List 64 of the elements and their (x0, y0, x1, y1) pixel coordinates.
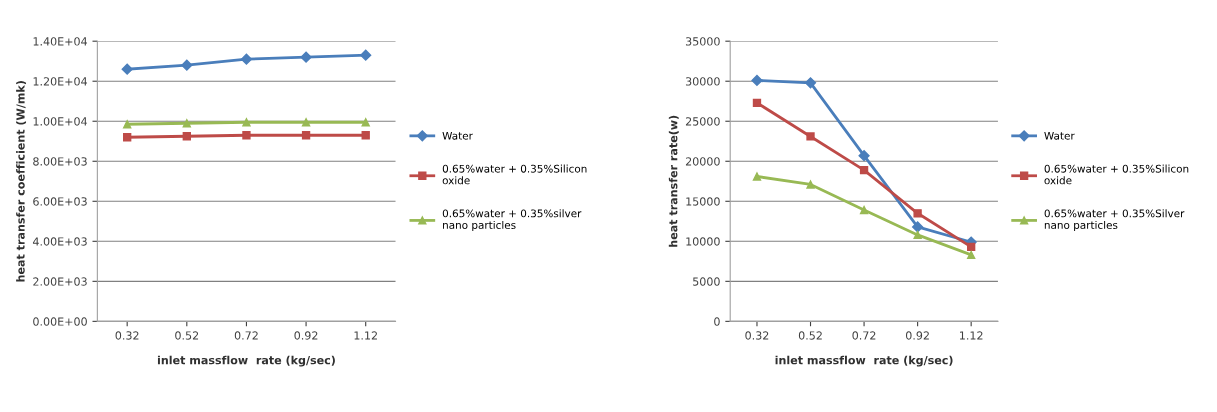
x-tick-label: 0.52 (175, 331, 199, 340)
y-tick-label: 20000 (685, 157, 720, 166)
point (913, 209, 922, 218)
point (806, 132, 815, 141)
point (858, 150, 870, 162)
point (242, 118, 251, 127)
y-axis-title: heat transfer rate(w) (668, 115, 679, 247)
point (751, 74, 763, 87)
x-tick-label: 0.92 (905, 331, 929, 340)
y-tick-label: 8.00E+03 (33, 157, 87, 166)
point (181, 59, 193, 71)
x-tick-label: 1.12 (354, 331, 377, 340)
point (182, 119, 191, 128)
point (859, 165, 869, 175)
y-tick-label: 30000 (685, 77, 720, 86)
y-tick-label: 6.00E+03 (33, 197, 87, 206)
x-tick-label: 0.32 (745, 331, 769, 340)
point (361, 131, 370, 140)
point (859, 205, 869, 215)
y-tick-label: 4.00E+03 (32, 237, 87, 246)
point (361, 118, 370, 127)
point (966, 250, 976, 260)
point (123, 133, 132, 142)
y-tick-label: 10000 (686, 237, 720, 246)
y-tick-label: 0.00E+00 (33, 317, 87, 326)
legend-label: Water (1044, 131, 1075, 140)
y-tick-label: 35000 (685, 37, 720, 46)
legend-label: 0.65%water + 0.35%Silver nano particles (1044, 209, 1185, 231)
y-axis-title: heat transfer coefficient (W/mk) (16, 81, 27, 282)
point (752, 172, 762, 181)
x-tick-label: 0.52 (798, 331, 822, 340)
point (123, 120, 132, 129)
y-tick-label: 15000 (686, 197, 720, 206)
point (806, 180, 815, 189)
y-tick-label: 0 (714, 317, 720, 326)
point (752, 98, 762, 108)
legend-label: 0.65%water + 0.35%Silicon oxide (442, 164, 587, 185)
y-tick-label: 1.40E+04 (33, 37, 88, 46)
legend-label: 0.65%water + 0.35%silver nano particles (442, 209, 582, 231)
x-axis-title: inlet massflow rate (kg/sec) (775, 355, 953, 367)
point (301, 118, 311, 127)
x-axis-title: inlet massflow rate (kg/sec) (157, 355, 335, 367)
point (300, 51, 312, 63)
point (240, 53, 253, 65)
point (242, 131, 251, 140)
x-tick-label: 1.12 (960, 331, 983, 340)
y-tick-label: 25000 (685, 117, 720, 126)
point (121, 63, 133, 75)
x-tick-label: 0.32 (115, 331, 139, 340)
x-tick-label: 0.72 (234, 331, 258, 340)
y-tick-label: 2.00E+03 (33, 277, 87, 286)
legend-label: 0.65%water + 0.35%Silicon oxide (1044, 164, 1189, 185)
point (301, 131, 311, 140)
point (182, 132, 191, 141)
point (912, 221, 924, 233)
legend-label: Water (442, 131, 473, 140)
y-tick-label: 5000 (693, 277, 720, 286)
point (966, 242, 976, 252)
x-tick-label: 0.92 (294, 331, 318, 340)
point (360, 49, 372, 61)
y-tick-label: 1.00E+04 (33, 117, 88, 126)
point (913, 230, 922, 240)
y-tick-label: 1.20E+04 (33, 77, 88, 86)
x-tick-label: 0.72 (852, 331, 876, 340)
